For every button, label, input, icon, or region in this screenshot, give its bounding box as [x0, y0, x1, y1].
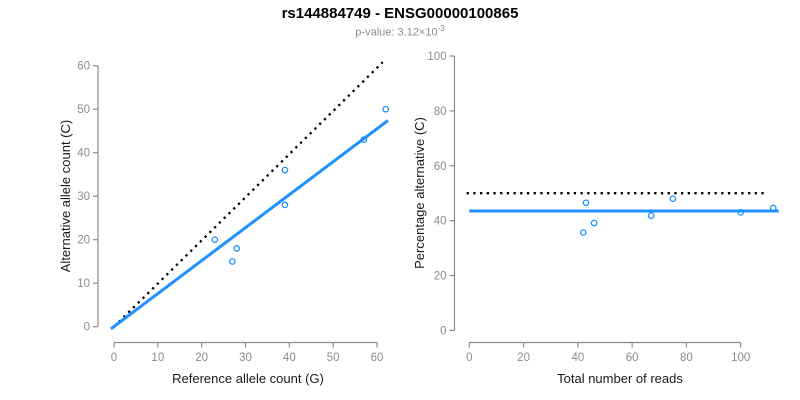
y-tick-label: 80 [434, 106, 447, 118]
x-tick-label: 20 [517, 352, 530, 364]
data-point [233, 245, 241, 252]
x-tick-label: 50 [327, 352, 340, 364]
y-tick-label: 60 [77, 61, 90, 73]
regression-line [110, 119, 389, 331]
x-tick-label: 40 [283, 352, 296, 364]
x-tick-label: 0 [111, 352, 117, 364]
y-tick-label: 50 [77, 104, 90, 116]
pvalue-mantissa: 3.12×10 [397, 26, 438, 39]
y-tick-label: 20 [434, 271, 447, 283]
data-point [281, 166, 289, 174]
x-tick-label: 100 [731, 352, 750, 364]
data-point [579, 229, 587, 236]
y-tick-label: 30 [77, 191, 90, 203]
data-point [769, 204, 777, 212]
y-tick-label: 10 [77, 278, 90, 290]
y-tick-label: 0 [440, 325, 446, 337]
plot-subtitle: p-value: 3.12×10-3 [0, 24, 800, 39]
y-axis-title: Percentage alternative (C) [412, 117, 427, 269]
x-tick-label: 60 [371, 352, 384, 364]
pvalue-exponent: -3 [437, 24, 445, 33]
plot-title: rs144884749 - ENSG00000100865 [281, 5, 519, 22]
pvalue-prefix: p-value: [355, 26, 398, 39]
data-point [647, 212, 655, 220]
x-tick-label: 80 [680, 352, 693, 364]
data-point [669, 195, 677, 203]
y-tick-label: 20 [77, 235, 90, 247]
identity-line [113, 61, 384, 328]
y-tick-label: 100 [427, 51, 446, 63]
x-tick-label: 0 [466, 352, 472, 364]
data-point [382, 105, 390, 113]
y-tick-label: 0 [84, 322, 90, 334]
y-axis-title: Alternative allele count (C) [58, 120, 73, 272]
left-panel: 0 10 20 30 40 50 60 0 10 20 30 40 50 60 Reference alle… [58, 61, 390, 386]
data-point [737, 209, 745, 216]
x-tick-label: 60 [626, 352, 639, 364]
x-axis-title: Reference allele count (G) [172, 371, 324, 386]
data-point [228, 258, 236, 265]
data-point [360, 136, 368, 143]
x-axis-title: Total number of reads [557, 371, 683, 386]
data-point [281, 201, 289, 209]
y-tick-label: 60 [434, 161, 447, 173]
x-tick-label: 10 [151, 352, 164, 364]
x-tick-label: 40 [571, 352, 584, 364]
y-tick-label: 40 [77, 148, 90, 160]
right-panel: 0 20 40 60 80 100 0 20 40 60 80 100 Total number of … [412, 51, 779, 386]
x-tick-label: 30 [239, 352, 252, 364]
data-point [590, 219, 598, 227]
data-point [211, 236, 219, 244]
x-tick-label: 20 [195, 352, 208, 364]
data-point [582, 199, 590, 207]
y-tick-label: 40 [434, 216, 447, 228]
